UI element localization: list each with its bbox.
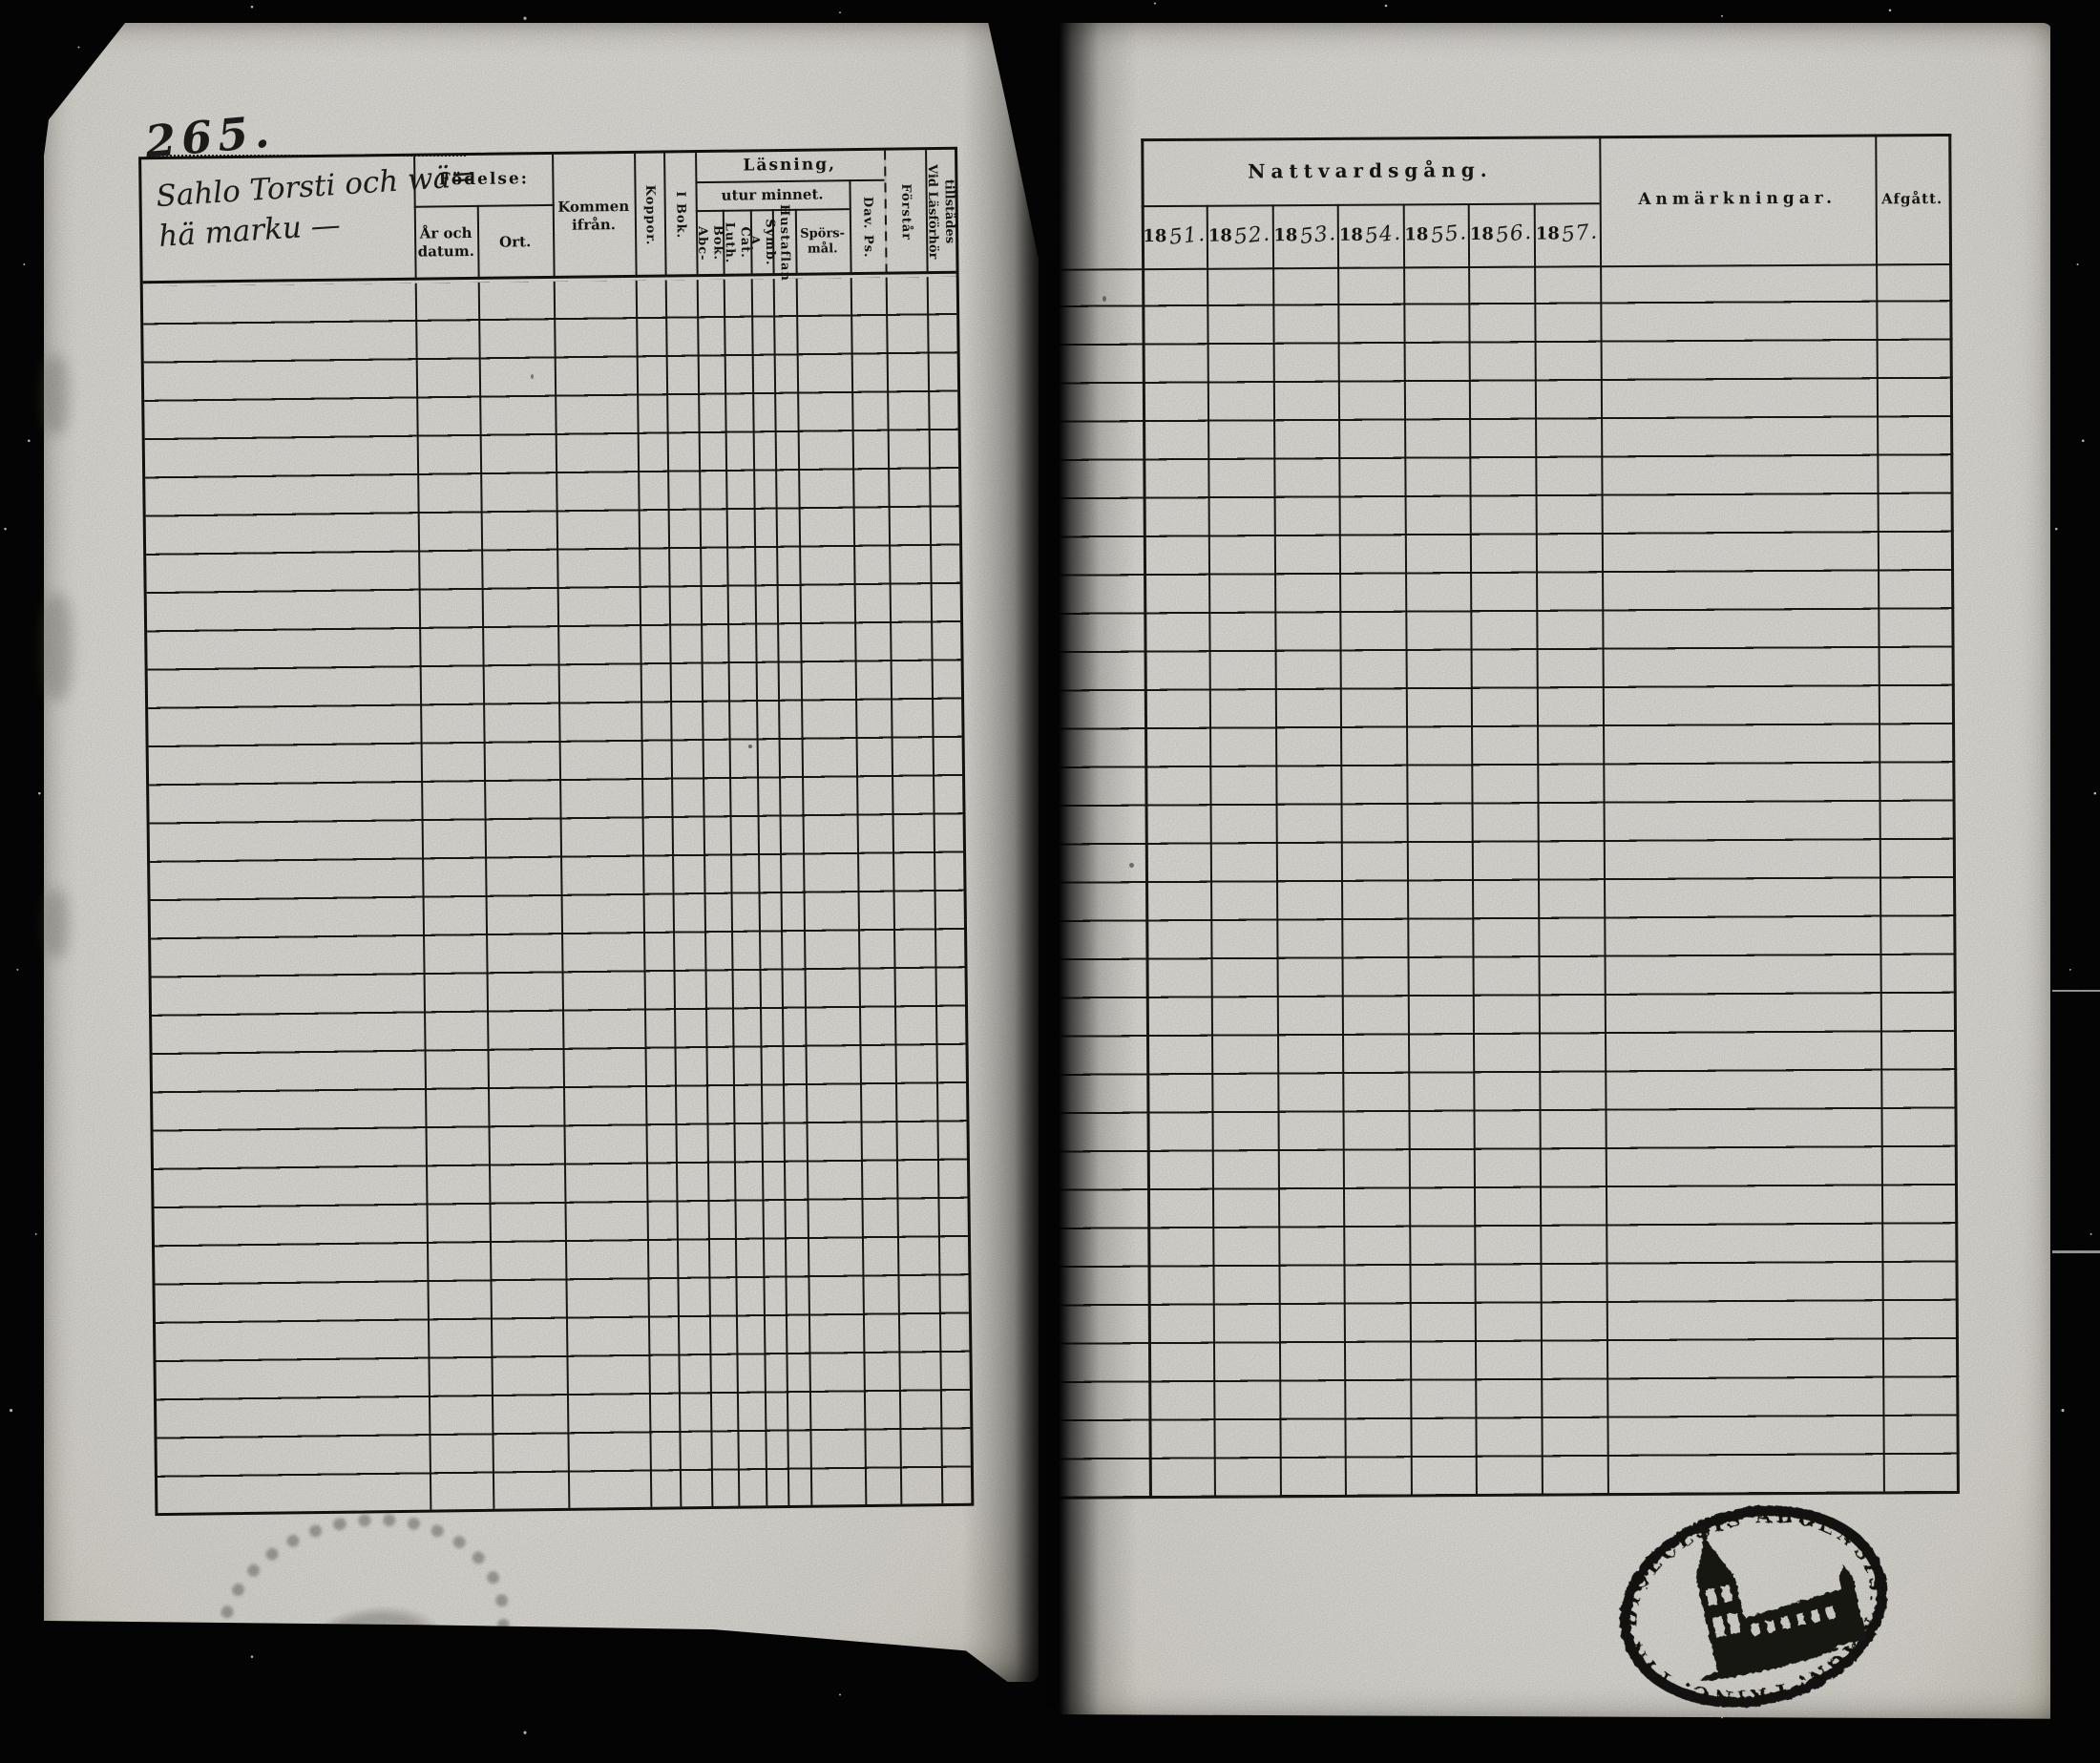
column-line — [553, 281, 571, 1508]
column-line — [414, 283, 432, 1510]
scan-artifact-line — [2052, 1250, 2100, 1253]
column-header-i-bok: I Bok. — [673, 191, 688, 240]
left-table-body-grid — [142, 276, 972, 1514]
column-header-dav-ps: Dav. Ps. — [860, 196, 876, 259]
column-line — [1207, 267, 1216, 1498]
margin-smudge — [42, 594, 73, 701]
margin-smudge — [42, 355, 69, 435]
column-line — [635, 280, 653, 1507]
column-header-koppor: Koppor. — [642, 184, 658, 246]
column-header-afgatt: Afgått. — [1881, 189, 1943, 208]
ink-speck — [1102, 296, 1106, 302]
column-header-forstar: Förstår — [898, 183, 914, 241]
table-right-border — [1949, 262, 1960, 1493]
column-line — [1876, 263, 1885, 1494]
column-line — [926, 277, 944, 1504]
column-line — [1600, 265, 1609, 1496]
right-table: Nattvardsgång. 18 51. 18 52. 18 53. 18 54. 1… — [1053, 133, 1960, 1500]
left-table: Sahlo Torsti och wä= hä marku — — [138, 146, 975, 1517]
right-table-body-grid — [1053, 262, 1960, 1500]
column-header-lasning: Läsning, — [743, 155, 837, 176]
diocese-seal-stamp: DIOECESIS ABOENSIS. MAGN. PRINC. FINL. — [1577, 1455, 1919, 1724]
ink-speck — [1129, 863, 1134, 868]
scan-edge-right — [2050, 0, 2100, 1763]
ink-speck — [748, 745, 752, 748]
scan-edge-left — [0, 0, 44, 1763]
column-line — [1142, 268, 1152, 1499]
column-line — [772, 279, 790, 1506]
column-header-fodelse: Födelse: — [438, 169, 530, 190]
column-line — [1534, 265, 1544, 1496]
entry-name-handwritten: Sahlo Torsti och wä= hä marku — — [156, 159, 476, 254]
column-line — [1337, 266, 1347, 1497]
column-header-kommen-ifran: Kommen ifrån. — [557, 198, 630, 234]
column-header-anmarkningar: Anmärkningar. — [1638, 189, 1838, 210]
right-page: Nattvardsgång. 18 51. 18 52. 18 53. 18 54. 1… — [1053, 23, 2052, 1724]
column-header-utur-minnet: utur minnet. — [721, 185, 824, 204]
column-line — [850, 278, 868, 1505]
column-header-ar-och-datum: År och datum. — [417, 224, 474, 261]
column-line — [723, 279, 741, 1506]
left-table-header: Sahlo Torsti och wä= hä marku — — [141, 149, 957, 284]
column-header-hustaflan: Hustaflan — [776, 203, 792, 282]
seal-inscription: DIOECESIS ABOENSIS. MAGN. PRINC. FINL. — [1577, 1455, 1910, 1724]
column-line — [750, 279, 768, 1506]
column-line — [664, 280, 682, 1507]
ink-speck — [531, 374, 534, 379]
svg-text:DIOECESIS ABOENSIS. MAGN. PRIN: DIOECESIS ABOENSIS. MAGN. PRINC. FINL. — [1590, 1472, 1911, 1724]
column-line — [885, 277, 903, 1504]
year-header-1857: 18 57. — [1535, 219, 1600, 247]
column-header-abc-bok: Abc-Bok. — [694, 225, 725, 262]
column-line — [696, 280, 714, 1507]
margin-smudge — [44, 890, 69, 958]
year-header-1852: 18 52. — [1208, 220, 1272, 249]
scan-artifact-line — [2052, 990, 2100, 992]
column-line — [477, 282, 495, 1509]
column-line — [1468, 266, 1478, 1497]
year-header-1851: 18 51. — [1143, 221, 1207, 250]
column-line — [1272, 267, 1282, 1498]
year-header-1856: 18 56. — [1469, 220, 1534, 248]
column-line — [795, 278, 813, 1505]
column-header-a-symb: A. Symb. — [746, 219, 778, 266]
year-header-1854: 18 54. — [1338, 220, 1403, 249]
column-line — [1403, 266, 1413, 1497]
column-header-vid-lasforhor: Vid Läsförhör tillstädes — [924, 164, 957, 260]
year-header-1855: 18 55. — [1404, 220, 1468, 248]
column-header-sporsmal: Spörs-mål. — [800, 225, 846, 257]
right-table-header: Nattvardsgång. 18 51. 18 52. 18 53. 18 54. 1… — [1053, 133, 1953, 269]
left-page: 265. Sahlo Torsti och wä= hä marku — — [42, 19, 1039, 1682]
column-header-ort: Ort. — [499, 232, 532, 251]
year-header-1853: 18 53. — [1273, 220, 1337, 249]
column-header-nattvardsgang: Nattvardsgång. — [1248, 157, 1493, 182]
scan-edge-top — [0, 0, 2100, 23]
